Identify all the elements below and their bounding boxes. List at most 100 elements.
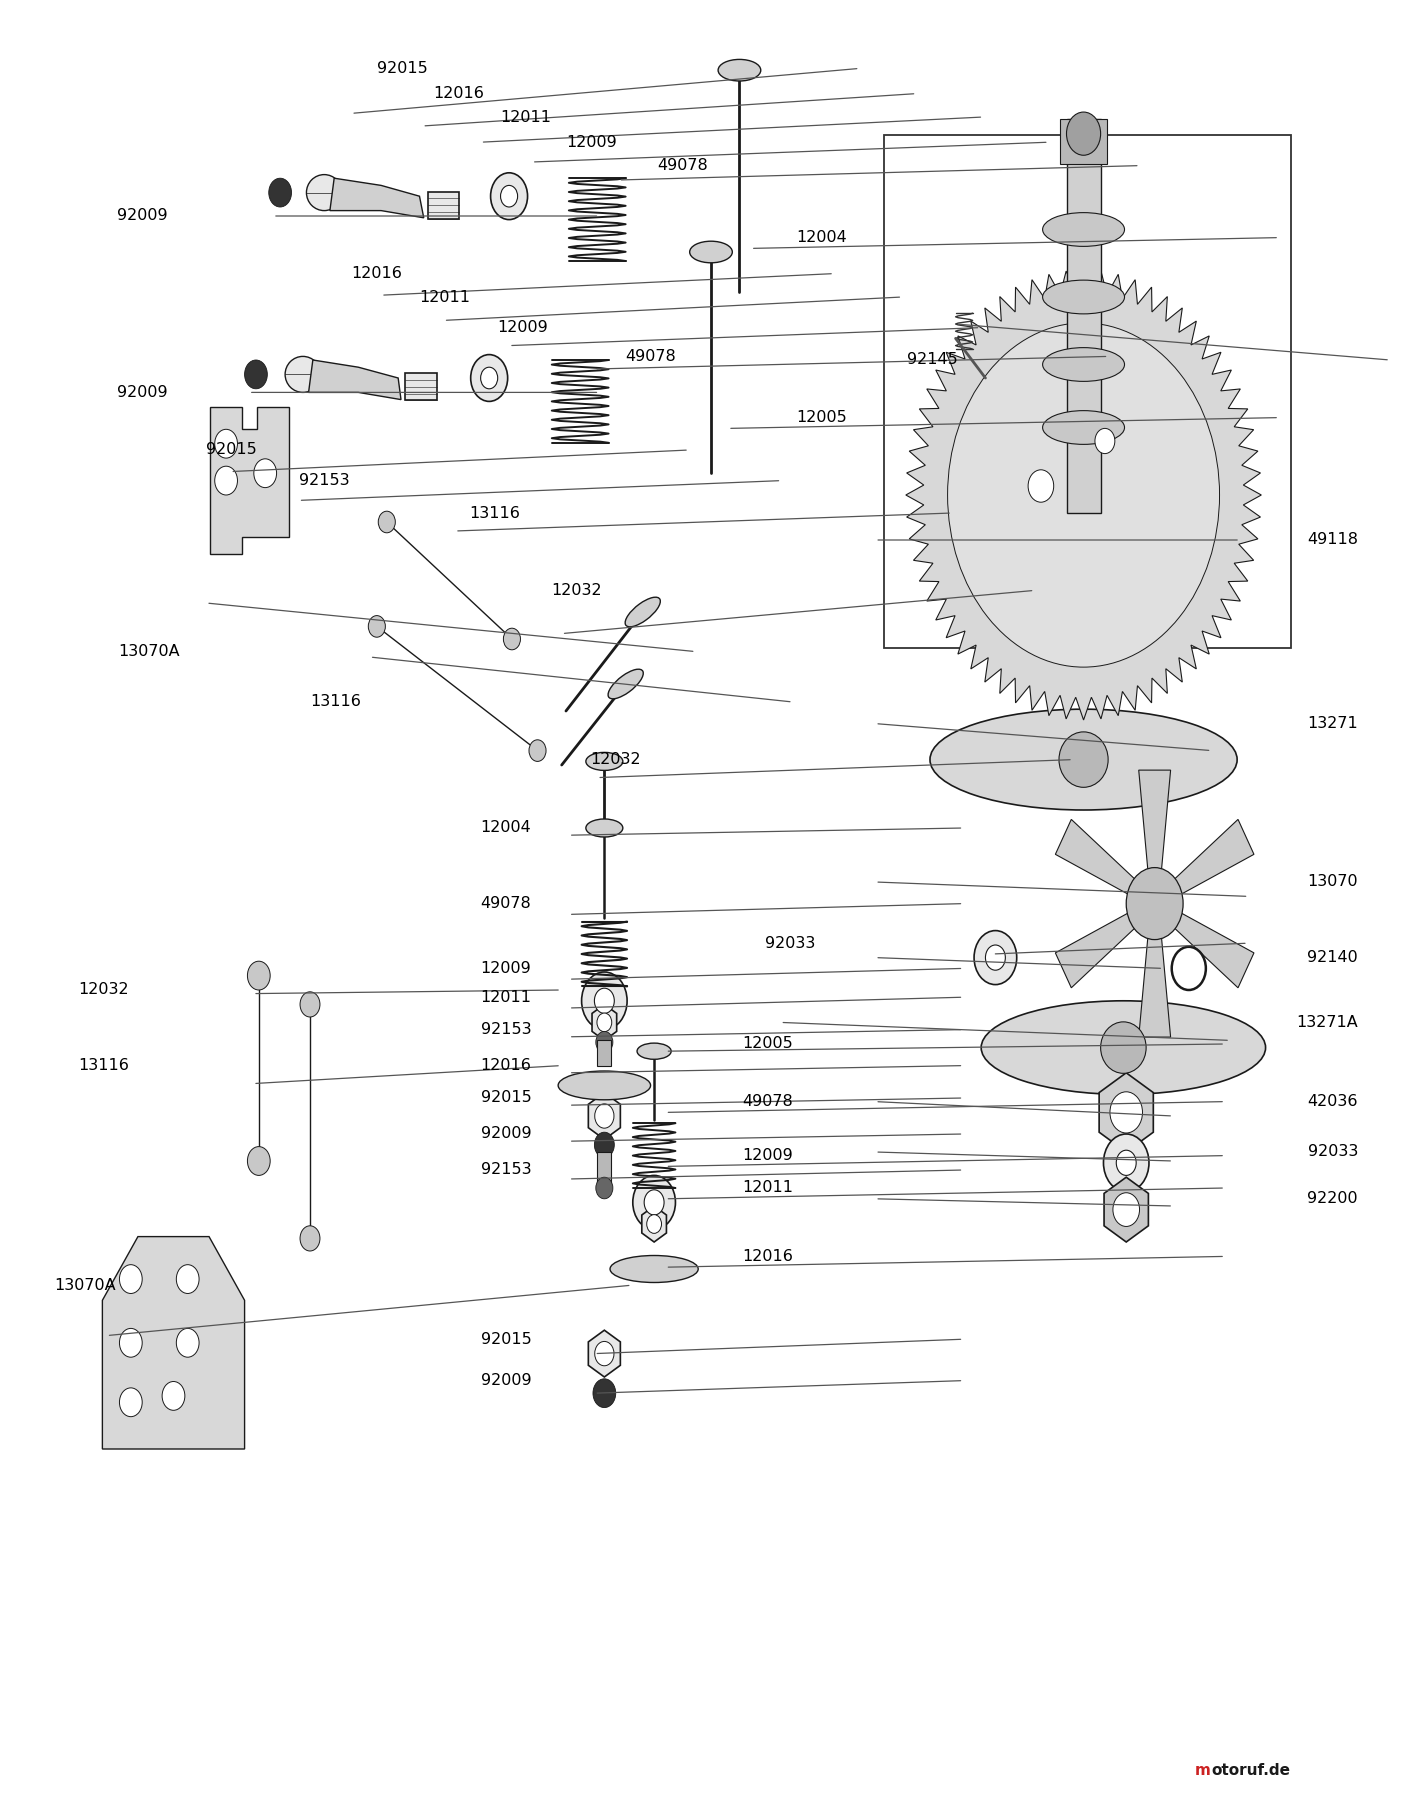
Text: 49078: 49078 (742, 1094, 793, 1109)
Bar (1059, 119, 1108, 164)
Polygon shape (1055, 907, 1145, 988)
Ellipse shape (690, 241, 732, 263)
Circle shape (594, 988, 614, 1013)
Ellipse shape (981, 1001, 1266, 1094)
Text: 49078: 49078 (626, 349, 677, 364)
Circle shape (501, 185, 518, 207)
Circle shape (245, 360, 267, 389)
Text: 92140: 92140 (1307, 950, 1358, 965)
Text: 49078: 49078 (481, 896, 532, 911)
Text: 12011: 12011 (481, 990, 532, 1004)
Circle shape (368, 616, 385, 637)
Circle shape (1113, 1193, 1139, 1226)
Text: 12009: 12009 (566, 135, 617, 149)
Bar (597, 1152, 611, 1188)
Circle shape (503, 628, 520, 650)
Text: 12032: 12032 (78, 983, 129, 997)
Circle shape (596, 1177, 613, 1199)
Polygon shape (102, 1237, 245, 1449)
Text: 12011: 12011 (742, 1181, 793, 1195)
Polygon shape (1139, 770, 1170, 884)
Text: 49078: 49078 (657, 158, 708, 173)
Ellipse shape (1042, 410, 1125, 445)
Circle shape (247, 1147, 270, 1175)
Polygon shape (1099, 1073, 1153, 1152)
Circle shape (247, 961, 270, 990)
Text: 12011: 12011 (419, 290, 471, 304)
Text: 92153: 92153 (481, 1022, 532, 1037)
Circle shape (481, 367, 498, 389)
Circle shape (119, 1388, 142, 1417)
Ellipse shape (718, 59, 761, 81)
Polygon shape (906, 270, 1261, 720)
Polygon shape (1165, 819, 1254, 900)
Text: 12032: 12032 (552, 583, 603, 598)
Text: 13070: 13070 (1307, 875, 1358, 889)
Polygon shape (1103, 1177, 1149, 1242)
Text: 13271: 13271 (1307, 716, 1358, 731)
Circle shape (985, 945, 1005, 970)
Circle shape (269, 178, 292, 207)
Text: otoruf.de: otoruf.de (1212, 1764, 1291, 1778)
Text: 92009: 92009 (117, 385, 168, 400)
Circle shape (947, 322, 1220, 668)
Text: 92033: 92033 (1308, 1145, 1358, 1159)
Text: 12009: 12009 (742, 1148, 793, 1163)
Circle shape (647, 1215, 661, 1233)
Circle shape (119, 1328, 142, 1357)
Text: 12005: 12005 (742, 1037, 793, 1051)
Circle shape (596, 1031, 613, 1053)
Text: 12009: 12009 (498, 320, 549, 335)
Circle shape (1116, 1150, 1136, 1175)
Ellipse shape (307, 175, 341, 211)
Ellipse shape (1059, 733, 1108, 787)
Text: 13070A: 13070A (54, 1278, 115, 1292)
Text: 92033: 92033 (765, 936, 815, 950)
Ellipse shape (586, 819, 623, 837)
Ellipse shape (637, 1044, 671, 1058)
Circle shape (597, 1013, 611, 1031)
Circle shape (1103, 1134, 1149, 1192)
Polygon shape (1055, 819, 1145, 900)
Circle shape (594, 1341, 614, 1366)
Ellipse shape (610, 1256, 698, 1282)
Text: 92015: 92015 (206, 443, 257, 457)
Polygon shape (1139, 923, 1170, 1037)
Text: 92153: 92153 (299, 473, 350, 488)
Text: 12016: 12016 (481, 1058, 532, 1073)
Ellipse shape (609, 670, 643, 698)
Text: m: m (1194, 1764, 1210, 1778)
Circle shape (1028, 470, 1054, 502)
Text: 12032: 12032 (590, 752, 641, 767)
Text: 92200: 92200 (1307, 1192, 1358, 1206)
Bar (884, 135, 1291, 648)
Polygon shape (592, 1004, 617, 1040)
Ellipse shape (930, 709, 1237, 810)
Text: 12004: 12004 (481, 821, 532, 835)
Polygon shape (589, 1330, 620, 1377)
Ellipse shape (1101, 1022, 1146, 1073)
Text: 92009: 92009 (481, 1127, 532, 1141)
Circle shape (582, 972, 627, 1030)
Ellipse shape (586, 752, 623, 770)
Circle shape (176, 1328, 199, 1357)
Text: 12016: 12016 (434, 86, 485, 101)
Text: 49118: 49118 (1307, 533, 1358, 547)
Ellipse shape (557, 1071, 651, 1100)
Text: 92009: 92009 (117, 209, 168, 223)
Text: 42036: 42036 (1307, 1094, 1358, 1109)
Ellipse shape (284, 356, 320, 392)
Circle shape (300, 992, 320, 1017)
Circle shape (1126, 868, 1183, 940)
Bar (597, 1040, 611, 1066)
Polygon shape (210, 407, 289, 554)
Circle shape (1111, 1093, 1142, 1132)
Text: 13116: 13116 (469, 506, 520, 520)
Polygon shape (330, 178, 424, 218)
Text: 13116: 13116 (78, 1058, 129, 1073)
Text: 12004: 12004 (796, 230, 848, 245)
Circle shape (300, 1226, 320, 1251)
Bar (1066, 119, 1101, 513)
Polygon shape (641, 1206, 667, 1242)
Circle shape (215, 428, 237, 459)
